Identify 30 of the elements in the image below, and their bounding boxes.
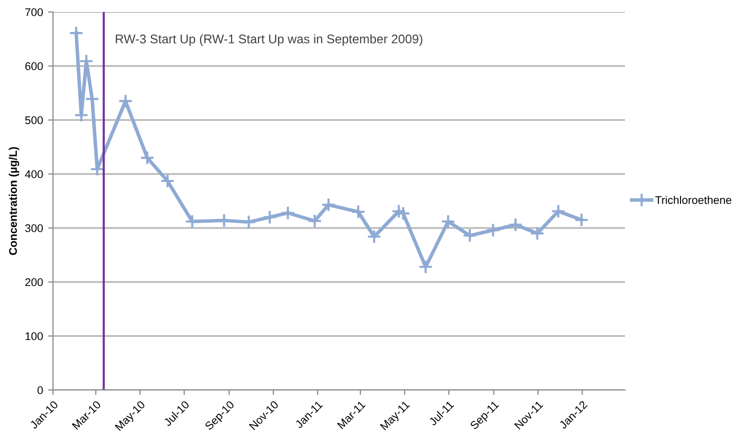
point	[440, 214, 456, 229]
point	[551, 204, 566, 219]
point	[118, 94, 133, 108]
point	[366, 229, 382, 244]
legend-label: Trichloroethene	[655, 196, 732, 204]
point	[462, 228, 478, 243]
y-tick-label: 400	[24, 170, 43, 178]
point	[280, 206, 296, 220]
point	[392, 204, 406, 219]
point	[321, 197, 336, 212]
point	[508, 217, 523, 232]
point	[418, 260, 433, 274]
y-tick-label: 500	[25, 116, 43, 124]
y-tick-label: 600	[25, 62, 43, 70]
point	[307, 214, 322, 228]
point	[574, 212, 589, 228]
point	[160, 174, 175, 188]
y-tick-label: 0	[38, 386, 43, 394]
y-tick-label: 700	[25, 8, 43, 16]
ref-line-label: RW-3 Start Up (RW-1 Start Up was in September 2009)	[116, 34, 422, 46]
point	[140, 150, 155, 166]
point	[241, 214, 256, 230]
y-tick-label: 100	[26, 332, 43, 340]
y-tick-label: 200	[25, 278, 43, 286]
y-axis-title: Concentration (µg/L)	[8, 147, 20, 255]
point	[350, 204, 366, 220]
point	[530, 226, 545, 241]
y-tick-label: 300	[25, 224, 43, 232]
point	[262, 210, 278, 224]
point	[486, 222, 500, 238]
